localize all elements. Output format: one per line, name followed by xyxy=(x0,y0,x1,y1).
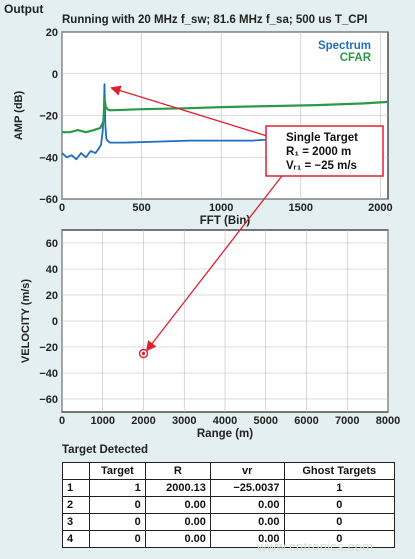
velocity-plot: 0 1000 2000 3000 4000 5000 6000 7000 8000 −60 −40 −… xyxy=(20,229,400,440)
y-tick-label: −40 xyxy=(39,368,58,380)
run-caption: Running with 20 MHz f_sw; 81.6 MHz f_sa;… xyxy=(62,14,368,26)
y-axis-label: VELOCITY (m/s) xyxy=(20,279,32,363)
x-tick-label: 0 xyxy=(59,415,65,427)
cell-r: 2000.13 xyxy=(144,479,211,497)
target-point-center xyxy=(141,351,146,356)
cell-index: 1 xyxy=(62,479,90,497)
y-tick-label: 40 xyxy=(46,264,58,276)
cell-index: 2 xyxy=(62,496,90,514)
cell-ghost: 0 xyxy=(283,530,396,548)
y-tick-label: −60 xyxy=(39,194,58,206)
cell-index: 4 xyxy=(62,530,90,548)
x-tick-label: 2000 xyxy=(368,202,392,214)
cell-ghost: 0 xyxy=(283,513,396,531)
target-point xyxy=(138,348,149,359)
y-tick-label: −20 xyxy=(39,342,58,354)
x-tick-label: 3000 xyxy=(172,415,196,427)
annotation-box xyxy=(265,125,384,177)
arrow-to-peak xyxy=(110,85,281,141)
cell-r: 0.00 xyxy=(144,496,211,514)
y-tick-label: −40 xyxy=(39,152,58,164)
y-tick-label: −60 xyxy=(39,394,58,406)
legend-entry-cfar: CFAR xyxy=(340,52,372,64)
table-row: 3 0 0.00 0.00 0 xyxy=(62,513,396,531)
table-row: 4 0 0.00 0.00 0 xyxy=(62,530,396,548)
cell-r: 0.00 xyxy=(144,513,211,531)
y-tick-label: 60 xyxy=(46,238,58,250)
cell-target: 1 xyxy=(89,479,146,497)
cell-r: 0.00 xyxy=(144,530,211,548)
watermark: www.cntronics.com xyxy=(257,539,374,554)
y-axis-label: AMP (dB) xyxy=(13,91,25,141)
arrow-to-target xyxy=(145,171,286,352)
cell-index: 3 xyxy=(62,513,90,531)
y-tick-label: 0 xyxy=(52,69,58,81)
table-row: 2 0 0.00 0.00 0 xyxy=(62,496,396,514)
y-tick-label: −20 xyxy=(39,111,58,123)
x-axis-label: Range (m) xyxy=(197,428,253,440)
y-tick-label: 0 xyxy=(52,316,58,328)
col-header-vr: vr xyxy=(209,462,285,480)
annotation-velocity: Vᵣ₁ = −25 m/s xyxy=(286,160,357,172)
legend-entry-spectrum: Spectrum xyxy=(318,40,371,52)
page-title: Output xyxy=(4,2,44,16)
x-tick-label: 7000 xyxy=(335,415,359,427)
target-table: Target R vr Ghost Targets 1 1 2000.13 −2… xyxy=(62,462,396,548)
annotation-range: R₁ = 2000 m xyxy=(286,146,351,158)
col-header-index xyxy=(62,462,90,480)
x-tick-label: 1000 xyxy=(91,415,115,427)
x-tick-label: 2000 xyxy=(131,415,155,427)
cell-vr: 0.00 xyxy=(209,513,285,531)
x-tick-label: 1500 xyxy=(289,202,313,214)
x-tick-label: 5000 xyxy=(254,415,278,427)
x-axis-label: FFT (Bin) xyxy=(200,215,251,227)
x-tick-label: 500 xyxy=(132,202,150,214)
table-row: 1 1 2000.13 −25.0037 1 xyxy=(62,479,396,497)
cell-ghost: 1 xyxy=(283,479,396,497)
cell-vr: −25.0037 xyxy=(209,479,285,497)
col-header-r: R xyxy=(144,462,211,480)
cell-ghost: 0 xyxy=(283,496,396,514)
y-tick-label: 20 xyxy=(46,290,58,302)
x-tick-label: 8000 xyxy=(376,415,400,427)
x-tick-label: 1000 xyxy=(209,202,233,214)
table-title: Target Detected xyxy=(62,444,149,456)
cell-target: 0 xyxy=(89,496,146,514)
y-tick-label: 20 xyxy=(46,27,58,39)
table-header-row: Target R vr Ghost Targets xyxy=(62,462,396,480)
annotation-title: Single Target xyxy=(286,132,358,144)
col-header-target: Target xyxy=(89,462,146,480)
x-tick-label: 4000 xyxy=(213,415,237,427)
cell-target: 0 xyxy=(89,513,146,531)
col-header-ghost: Ghost Targets xyxy=(283,462,396,480)
x-tick-label: 6000 xyxy=(294,415,318,427)
x-tick-label: 0 xyxy=(59,202,65,214)
series-line-cfar xyxy=(62,97,389,134)
annotation-layer: Single Target R₁ = 2000 m Vᵣ₁ = −25 m/s xyxy=(110,85,384,352)
cell-vr: 0.00 xyxy=(209,530,285,548)
cell-vr: 0.00 xyxy=(209,496,285,514)
cell-target: 0 xyxy=(89,530,146,548)
